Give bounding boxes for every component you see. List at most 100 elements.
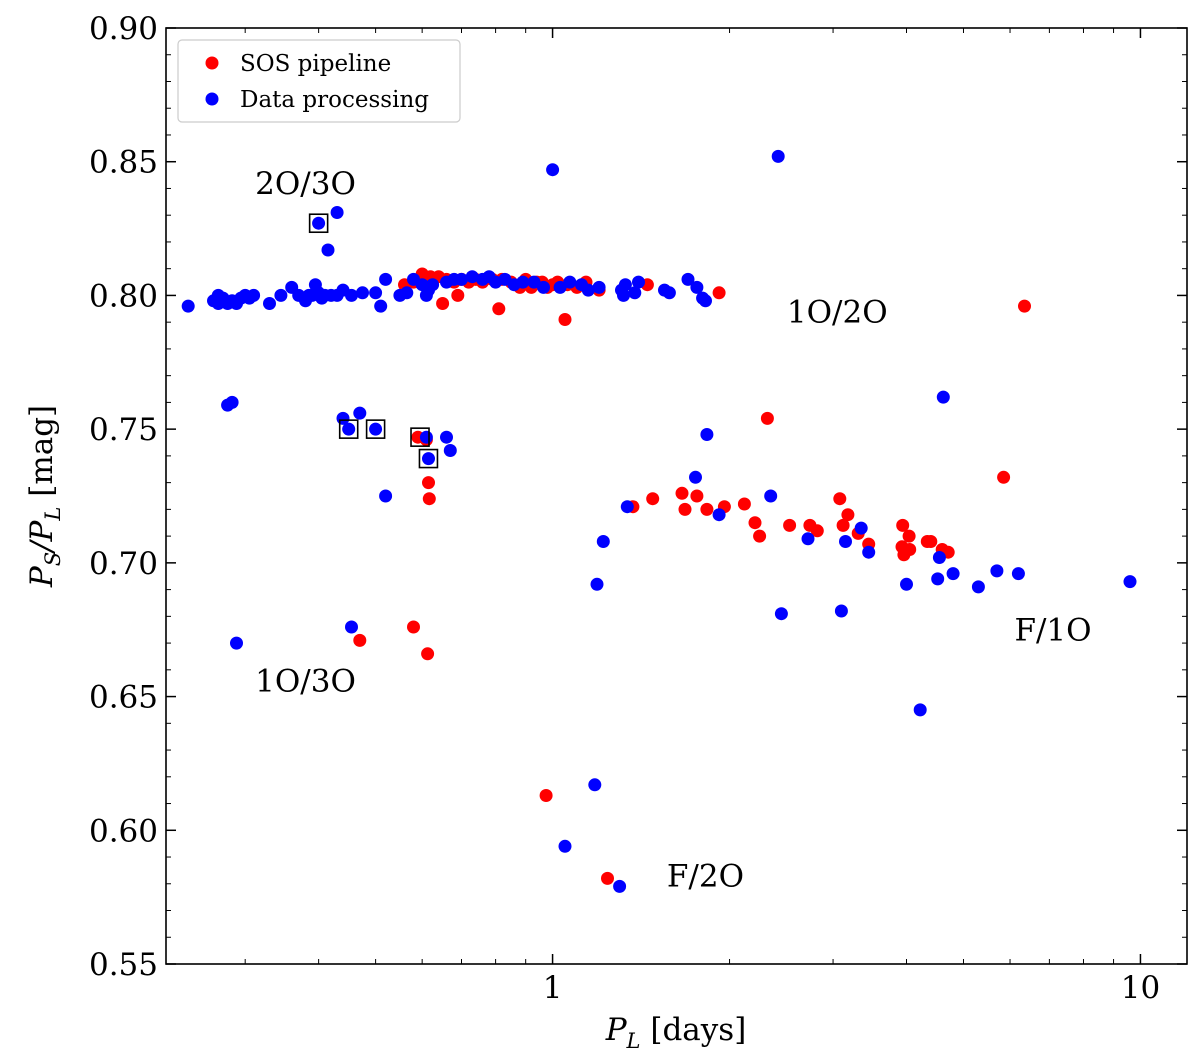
sos-pipeline-point: [896, 518, 910, 532]
data-processing-point: [422, 452, 435, 466]
sos-pipeline-point: [737, 497, 751, 511]
data-processing-point: [913, 703, 927, 717]
sos-pipeline-point: [601, 871, 614, 885]
sos-pipeline-point: [903, 543, 917, 556]
highlight-boxes: [308, 213, 439, 469]
sos-pipeline-point: [421, 647, 435, 661]
y-tick-label: 0.55: [89, 947, 158, 983]
data-processing-point: [247, 288, 261, 302]
data-processing-point: [443, 444, 457, 457]
data-processing-point: [230, 636, 243, 650]
data-processing-point: [588, 778, 602, 792]
legend-marker-data-processing: [205, 92, 219, 106]
series-0: [353, 267, 1031, 885]
data-processing-point: [932, 551, 946, 564]
sos-pipeline-point: [748, 516, 762, 530]
y-tick-label: 0.80: [89, 278, 158, 314]
highlight-box: [410, 427, 430, 447]
x-tick-label: 10: [1121, 970, 1160, 1006]
data-processing-point: [617, 288, 630, 302]
legend-label-data-processing: Data processing: [240, 87, 429, 113]
sos-pipeline-point: [422, 476, 435, 490]
data-processing-point: [312, 216, 326, 230]
sos-pipeline-point: [712, 286, 726, 300]
data-processing-point: [662, 286, 676, 300]
highlight-box: [308, 213, 329, 234]
legend: SOS pipeline Data processing: [177, 39, 461, 123]
data-processing-point: [689, 470, 702, 484]
sos-pipeline-point: [1018, 299, 1031, 313]
data-processing-point: [465, 270, 479, 284]
legend-label-sos-pipeline: SOS pipeline: [240, 51, 391, 77]
data-processing-point: [699, 294, 712, 308]
y-tick-label: 0.90: [89, 11, 158, 47]
legend-box: [177, 39, 461, 123]
data-processing-point: [581, 283, 595, 297]
sos-pipeline-point: [760, 411, 774, 425]
sos-pipeline-point: [678, 502, 692, 516]
data-processing-point: [774, 607, 788, 621]
y-tick-label: 0.85: [89, 145, 158, 181]
data-processing-point: [558, 839, 572, 853]
sos-pipeline-point: [492, 302, 506, 316]
sos-pipeline-point: [539, 789, 553, 802]
data-processing-point: [342, 422, 356, 436]
data-processing-point: [345, 288, 358, 302]
y-tick-label: 0.70: [89, 546, 158, 582]
data-processing-point: [1123, 575, 1137, 589]
data-processing-point: [613, 879, 627, 893]
data-processing-point: [900, 577, 913, 591]
region-label: 2O/3O: [255, 166, 356, 202]
highlight-box: [338, 419, 359, 439]
region-label: 1O/3O: [255, 664, 356, 700]
data-processing-point: [936, 390, 950, 404]
data-processing-point: [712, 508, 726, 522]
data-processing-point: [690, 280, 704, 294]
data-processing-point: [181, 299, 195, 313]
annotations: 2O/3O 1O/2O 1O/3O F/1O F/2O: [255, 166, 1091, 895]
data-processing-point: [854, 521, 868, 535]
data-processing-point: [971, 580, 985, 594]
tick-labels: 0.55 0.60 0.65 0.70 0.75 0.80 0.85 0.90 1 10: [89, 11, 1160, 1006]
sos-pipeline-point: [841, 508, 855, 522]
sos-pipeline-point: [997, 470, 1011, 484]
data-processing-point: [321, 243, 335, 257]
data-processing-point: [400, 286, 414, 300]
data-processing-point: [379, 272, 393, 286]
y-axis-title: PS/PL [mag]: [24, 405, 65, 588]
region-label: 1O/2O: [787, 294, 888, 330]
sos-pipeline-point: [810, 524, 824, 538]
data-processing-point: [419, 430, 433, 444]
sos-pipeline-point: [436, 297, 450, 310]
data-processing-point: [628, 286, 642, 300]
data-processing-point: [553, 280, 567, 294]
data-processing-point: [590, 577, 604, 591]
data-processing-point: [330, 206, 344, 219]
data-processing-point: [440, 430, 453, 444]
data-processing-point: [527, 275, 541, 289]
data-processing-point: [931, 572, 945, 586]
sos-pipeline-point: [646, 492, 660, 506]
data-processing-point: [537, 280, 550, 294]
data-processing-point: [426, 278, 440, 292]
data-processing-point: [419, 288, 433, 302]
x-axis-title: PL [days]: [605, 1012, 747, 1053]
data-processing-point: [801, 532, 815, 546]
y-tick-label: 0.65: [89, 680, 158, 716]
sos-pipeline-point: [924, 535, 938, 548]
sos-pipeline-point: [422, 492, 436, 506]
plot-frame: [165, 27, 1188, 965]
x-tick-label: 1: [543, 970, 563, 1006]
data-processing-point: [596, 535, 610, 548]
data-processing-point: [1011, 567, 1025, 581]
data-processing-point: [274, 288, 288, 302]
data-processing-point: [592, 280, 606, 294]
data-processing-point: [946, 567, 960, 581]
sos-pipeline-point: [783, 518, 797, 532]
sos-pipeline-point: [833, 492, 847, 506]
data-processing-point: [379, 489, 393, 503]
data-processing-point: [839, 535, 852, 548]
sos-pipeline-point: [902, 529, 916, 543]
y-tick-label: 0.60: [89, 813, 158, 849]
